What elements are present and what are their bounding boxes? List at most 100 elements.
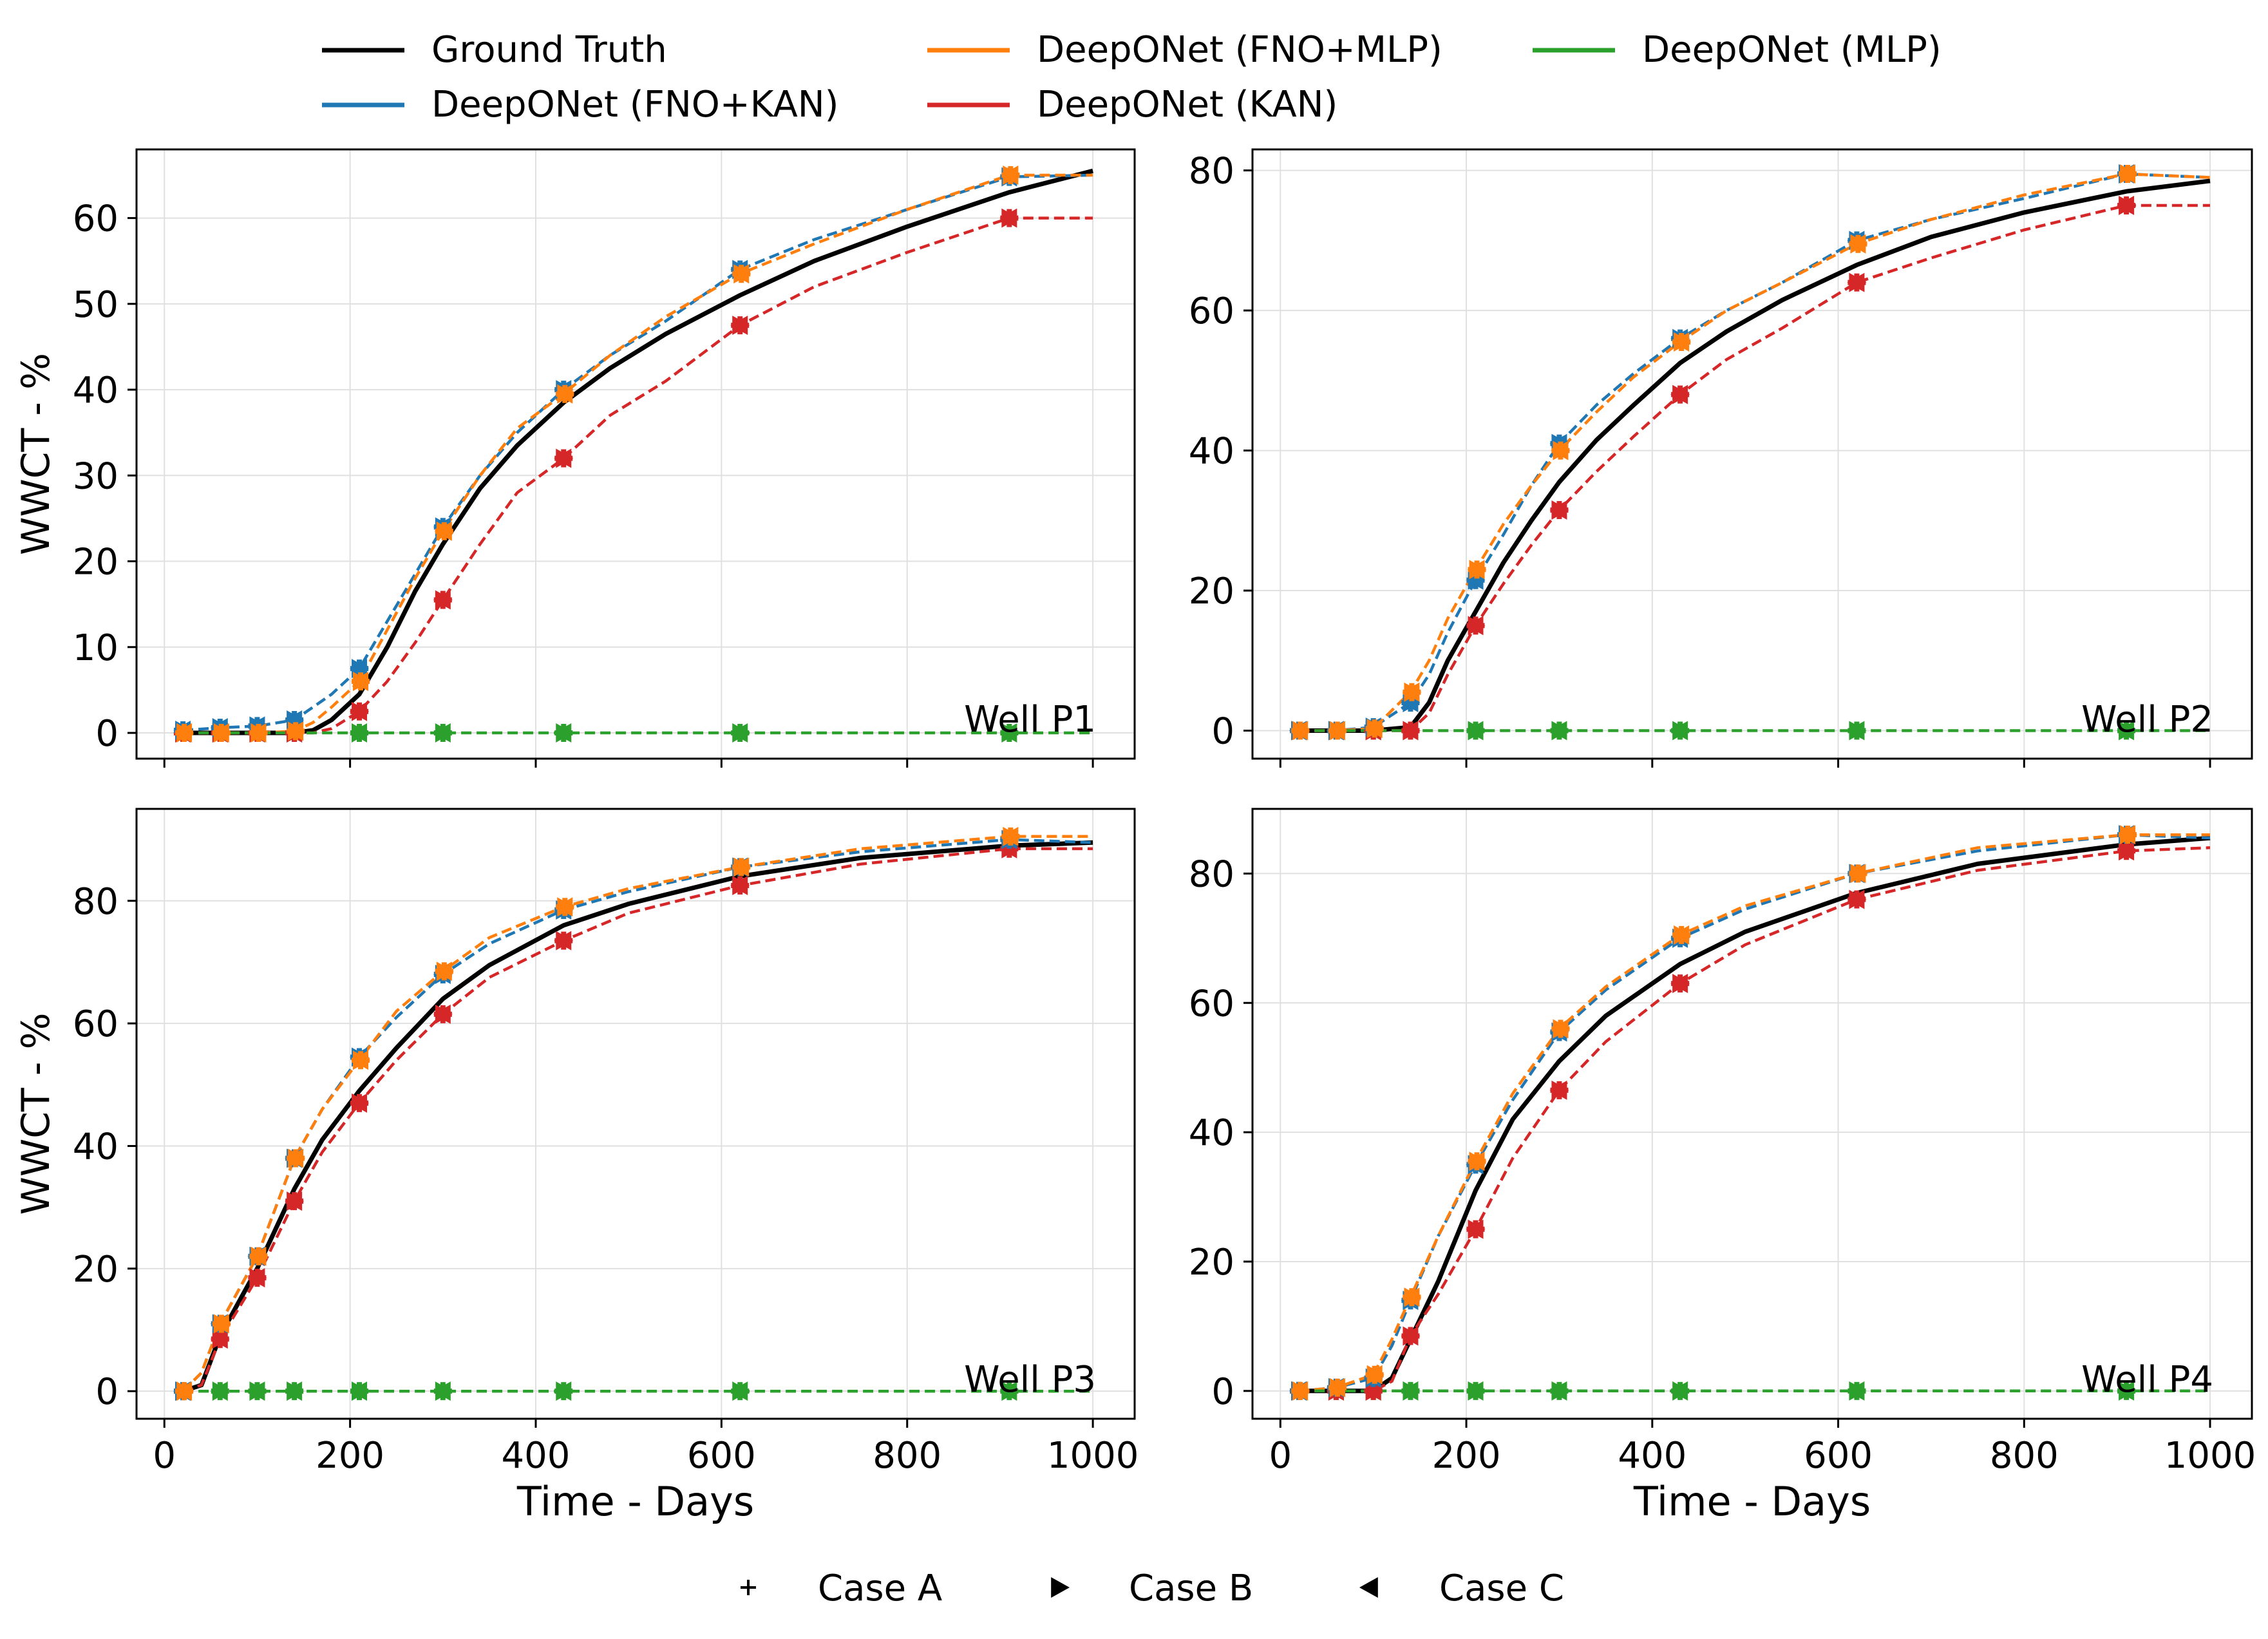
marker-triangle-left — [1551, 1019, 1569, 1039]
marker-triangle-left — [2118, 164, 2136, 184]
legend-marker-plus — [741, 1580, 756, 1595]
x-tick-label: 600 — [687, 1435, 756, 1477]
marker-triangle-left — [1290, 1381, 1309, 1401]
y-tick-label: 0 — [1211, 711, 1234, 753]
marker-triangle-left — [1847, 1381, 1865, 1401]
marker-triangle-left — [1670, 721, 1688, 741]
marker-triangle-left — [732, 857, 750, 877]
marker-triangle-left — [1365, 719, 1383, 739]
series-line — [1299, 846, 2211, 1393]
x-axis-label: Time - Days — [516, 1478, 754, 1525]
marker-triangle-left — [350, 701, 368, 721]
marker-triangle-left — [1549, 1381, 1567, 1401]
y-tick-label: 40 — [1189, 431, 1234, 473]
x-tick-label: 0 — [1269, 1435, 1292, 1477]
marker-triangle-left — [175, 723, 193, 743]
marker-triangle-left — [351, 672, 369, 692]
plot-frame — [1251, 148, 2253, 760]
marker-triangle-left — [1466, 616, 1484, 636]
marker-triangle-left — [555, 384, 573, 404]
y-axis-label: WWCT - % — [14, 353, 59, 555]
marker-triangle-left — [1001, 165, 1019, 185]
marker-triangle-left — [433, 723, 451, 743]
series-line — [183, 168, 1093, 735]
y-tick-label: 20 — [1189, 1242, 1234, 1284]
marker-triangle-left — [285, 1191, 303, 1211]
x-tick-label: 200 — [1432, 1435, 1501, 1477]
chart-panel: 0 10 20 30 40 50 60 WWCT - % Well P1 — [14, 148, 1136, 768]
x-tick-label: 200 — [316, 1435, 384, 1477]
legend-label: Case A — [818, 1568, 942, 1609]
marker-triangle-left — [1848, 234, 1866, 254]
well-annotation: Well P1 — [964, 699, 1096, 741]
y-tick-label: 80 — [73, 881, 118, 923]
marker-triangle-left — [730, 1381, 748, 1401]
marker-triangle-left — [1670, 974, 1688, 994]
series-line — [1299, 172, 2211, 732]
marker-triangle-left — [434, 962, 452, 981]
y-tick-label: 30 — [73, 455, 118, 497]
marker-triangle-left — [730, 723, 748, 743]
plot-frame — [135, 808, 1136, 1420]
marker-triangle-left — [1466, 1381, 1484, 1401]
x-tick-label: 400 — [1618, 1435, 1687, 1477]
marker-triangle-left — [732, 264, 750, 284]
legend-label: Ground Truth — [431, 29, 667, 71]
y-tick-label: 10 — [73, 627, 118, 669]
marker-triangle-left — [286, 721, 304, 741]
legend-item: DeepONet (FNO+KAN) — [322, 84, 839, 126]
marker-triangle-left — [1670, 384, 1688, 404]
marker-triangle-left — [1670, 1381, 1688, 1401]
marker-triangle-left — [1001, 826, 1019, 846]
marker-triangle-left — [1549, 1080, 1567, 1100]
marker-triangle-left — [1848, 864, 1866, 884]
marker-triangle-left — [247, 1381, 265, 1401]
well-annotation: Well P4 — [2081, 1359, 2213, 1401]
well-annotation: Well P2 — [2081, 699, 2213, 741]
plot-frame — [135, 148, 1136, 760]
marker-triangle-left — [999, 723, 1017, 743]
y-tick-label: 60 — [1189, 983, 1234, 1025]
marker-triangle-left — [433, 1381, 451, 1401]
y-tick-label: 40 — [1189, 1112, 1234, 1154]
marker-triangle-left — [350, 723, 368, 743]
series-line — [182, 840, 1093, 1394]
marker-triangle-left — [554, 448, 572, 468]
marker-triangle-left — [286, 1148, 304, 1168]
marker-triangle-left — [554, 931, 572, 951]
marker-triangle-left — [1672, 925, 1690, 945]
marker-triangle-left — [999, 1381, 1017, 1401]
y-tick-label: 0 — [95, 1371, 118, 1413]
chart-panel: 0 200 400 600 800 1000 0 20 40 60 80 Time - Days Wel… — [1189, 808, 2256, 1525]
y-axis-label: WWCT - % — [14, 1012, 59, 1215]
marker-triangle-left — [433, 590, 451, 610]
marker-triangle-left — [999, 208, 1017, 228]
x-tick-label: 600 — [1804, 1435, 1873, 1477]
marker-triangle-left — [1327, 721, 1345, 741]
legend-item: DeepONet (FNO+MLP) — [927, 29, 1442, 71]
marker-triangle-left — [554, 723, 572, 743]
marker-triangle-left — [1549, 500, 1567, 520]
marker-triangle-left — [554, 1381, 572, 1401]
legend-item: Case C — [1359, 1568, 1564, 1609]
marker-triangle-left — [210, 1381, 228, 1401]
marker-triangle-left — [1551, 441, 1569, 460]
series-line — [183, 173, 1093, 735]
marker-triangle-left — [555, 897, 573, 917]
marker-triangle-left — [1363, 1381, 1381, 1401]
series-line — [1299, 835, 2211, 1394]
y-tick-label: 0 — [95, 713, 118, 755]
marker-triangle-left — [1467, 1151, 1485, 1171]
marker-triangle-left — [350, 1381, 368, 1401]
x-axis-label: Time - Days — [1633, 1478, 1871, 1525]
y-tick-label: 20 — [73, 1249, 118, 1291]
marker-triangle-left — [247, 1268, 265, 1288]
y-tick-label: 20 — [1189, 571, 1234, 612]
marker-triangle-left — [2117, 195, 2135, 215]
y-tick-label: 40 — [73, 1126, 118, 1168]
legend-bottom: Case A Case B Case C — [741, 1568, 1564, 1609]
x-tick-label: 1000 — [2164, 1435, 2256, 1477]
legend-label: DeepONet (KAN) — [1037, 84, 1337, 126]
legend-label: DeepONet (MLP) — [1642, 29, 1942, 71]
y-tick-label: 20 — [73, 542, 118, 583]
